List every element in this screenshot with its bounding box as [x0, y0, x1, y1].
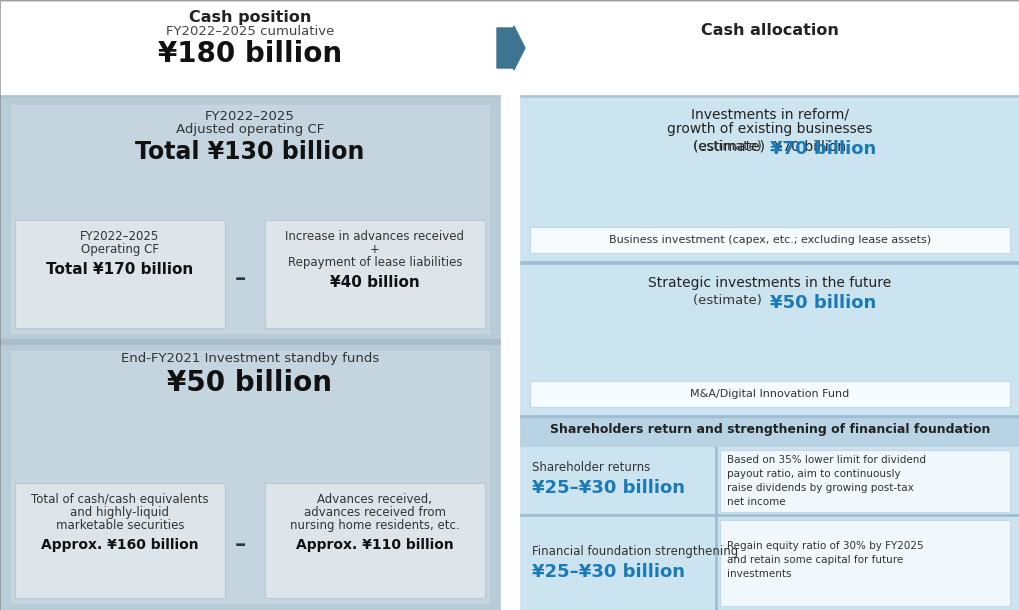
FancyBboxPatch shape [530, 227, 1009, 253]
Text: –: – [234, 536, 246, 556]
Text: growth of existing businesses: growth of existing businesses [666, 122, 872, 136]
Text: (estimate)  ¥70 billion: (estimate) ¥70 billion [693, 140, 846, 154]
Text: (estimate): (estimate) [692, 140, 769, 153]
FancyBboxPatch shape [719, 520, 1009, 606]
Text: Based on 35% lower limit for dividend
payout ratio, aim to continuously
raise di: Based on 35% lower limit for dividend pa… [727, 455, 925, 507]
FancyBboxPatch shape [0, 339, 499, 344]
Text: ¥50 billion: ¥50 billion [167, 369, 332, 397]
FancyBboxPatch shape [520, 95, 1019, 97]
FancyBboxPatch shape [0, 95, 499, 97]
FancyBboxPatch shape [0, 0, 499, 96]
Text: marketable securities: marketable securities [56, 519, 184, 532]
Text: Regain equity ratio of 30% by FY2025
and retain some capital for future
investme: Regain equity ratio of 30% by FY2025 and… [727, 541, 923, 579]
FancyBboxPatch shape [520, 0, 1019, 96]
Text: –: – [234, 269, 246, 289]
Text: ¥180 billion: ¥180 billion [158, 40, 341, 68]
FancyBboxPatch shape [265, 483, 484, 598]
FancyBboxPatch shape [520, 418, 1019, 446]
FancyBboxPatch shape [0, 96, 499, 610]
FancyBboxPatch shape [520, 96, 1019, 261]
FancyBboxPatch shape [0, 0, 1019, 1]
Text: Cash position: Cash position [189, 10, 311, 25]
Text: ¥40 billion: ¥40 billion [330, 275, 420, 290]
FancyBboxPatch shape [15, 220, 225, 328]
Text: ¥25–¥30 billion: ¥25–¥30 billion [532, 479, 685, 497]
Text: (estimate): (estimate) [692, 294, 769, 307]
Polygon shape [496, 26, 525, 70]
FancyBboxPatch shape [520, 96, 1019, 610]
Text: advances received from: advances received from [304, 506, 445, 519]
Text: Total ¥130 billion: Total ¥130 billion [136, 140, 365, 164]
Text: FY2022–2025 cumulative: FY2022–2025 cumulative [166, 25, 334, 38]
Text: Approx. ¥110 billion: Approx. ¥110 billion [296, 538, 453, 552]
FancyBboxPatch shape [719, 450, 1009, 512]
Text: Cash allocation: Cash allocation [700, 23, 838, 38]
FancyBboxPatch shape [520, 264, 1019, 415]
FancyBboxPatch shape [520, 261, 1019, 264]
Text: M&A/Digital Innovation Fund: M&A/Digital Innovation Fund [690, 389, 849, 399]
Text: and highly-liquid: and highly-liquid [70, 506, 169, 519]
Text: Increase in advances received: Increase in advances received [285, 230, 464, 243]
Text: Shareholder returns: Shareholder returns [532, 461, 650, 474]
Text: Operating CF: Operating CF [81, 243, 159, 256]
FancyBboxPatch shape [15, 483, 225, 598]
FancyBboxPatch shape [265, 220, 484, 328]
FancyBboxPatch shape [10, 350, 489, 604]
Text: Approx. ¥160 billion: Approx. ¥160 billion [41, 538, 199, 552]
Text: ¥70 billion: ¥70 billion [769, 140, 875, 158]
FancyBboxPatch shape [10, 104, 489, 334]
FancyBboxPatch shape [520, 514, 1019, 516]
FancyBboxPatch shape [520, 418, 1019, 610]
Text: ¥25–¥30 billion: ¥25–¥30 billion [532, 563, 685, 581]
Text: Adjusted operating CF: Adjusted operating CF [175, 123, 324, 136]
Text: Shareholders return and strengthening of financial foundation: Shareholders return and strengthening of… [549, 423, 989, 436]
Text: Strategic investments in the future: Strategic investments in the future [648, 276, 891, 290]
Text: Financial foundation strengthening: Financial foundation strengthening [532, 545, 738, 558]
Text: Advances received,: Advances received, [317, 493, 432, 506]
Text: +: + [370, 243, 379, 256]
Text: FY2022–2025: FY2022–2025 [205, 110, 294, 123]
Text: Total of cash/cash equivalents: Total of cash/cash equivalents [32, 493, 209, 506]
Text: Investments in reform/: Investments in reform/ [690, 108, 848, 122]
Text: Business investment (capex, etc.; excluding lease assets): Business investment (capex, etc.; exclud… [608, 235, 930, 245]
Text: Repayment of lease liabilities: Repayment of lease liabilities [287, 256, 462, 269]
Text: ¥50 billion: ¥50 billion [769, 294, 875, 312]
Text: End-FY2021 Investment standby funds: End-FY2021 Investment standby funds [121, 352, 379, 365]
FancyBboxPatch shape [530, 381, 1009, 407]
Text: FY2022–2025: FY2022–2025 [81, 230, 159, 243]
FancyBboxPatch shape [520, 415, 1019, 418]
Text: Total ¥170 billion: Total ¥170 billion [46, 262, 194, 277]
FancyBboxPatch shape [714, 446, 716, 610]
Text: nursing home residents, etc.: nursing home residents, etc. [289, 519, 460, 532]
